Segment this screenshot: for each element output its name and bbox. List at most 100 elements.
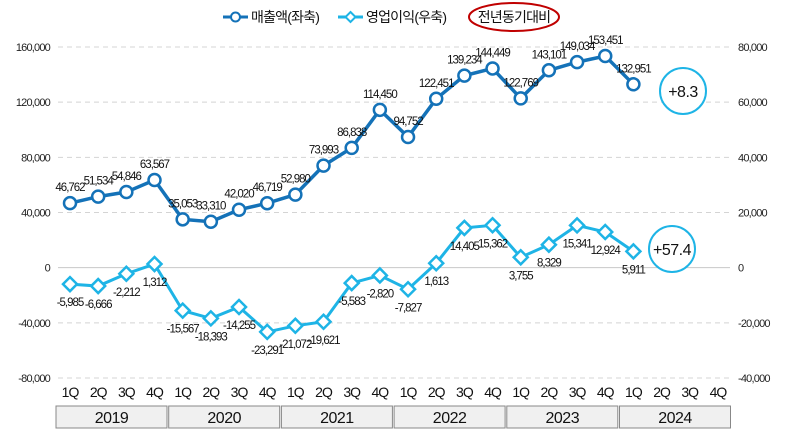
right-axis-tick: -40,000 xyxy=(738,373,770,385)
profit-data-label: -23,291 xyxy=(251,345,284,357)
legend-yoy-ellipse xyxy=(468,2,560,32)
sales-marker xyxy=(90,189,106,204)
profit-marker xyxy=(258,323,276,341)
year-label: 2024 xyxy=(658,410,692,427)
left-axis-tick: -40,000 xyxy=(18,318,50,330)
profit-data-label: -5,583 xyxy=(338,296,365,308)
profit-marker xyxy=(427,254,445,272)
right-axis-tick: 40,000 xyxy=(738,152,768,164)
sales-marker xyxy=(316,158,331,173)
sales-data-label: 46,762 xyxy=(55,182,85,194)
x-tick-label: 2Q xyxy=(541,384,559,400)
year-box xyxy=(506,405,619,429)
profit-marker xyxy=(483,216,502,235)
yoy-circle xyxy=(648,225,696,273)
right-axis-tick: 60,000 xyxy=(738,97,768,109)
profit-data-label: 15,341 xyxy=(562,238,592,250)
sales-marker xyxy=(372,102,388,118)
profit-data-label: -21,072 xyxy=(279,339,312,351)
x-tick-label: 4Q xyxy=(597,384,615,400)
sales-marker xyxy=(513,91,528,106)
sales-data-label: 143,101 xyxy=(532,49,567,61)
x-tick-label: 2Q xyxy=(653,384,671,400)
year-label: 2023 xyxy=(546,410,580,427)
legend-sales-marker-icon xyxy=(230,11,241,23)
x-tick-label: 1Q xyxy=(625,384,643,400)
sales-data-label: 46,719 xyxy=(253,182,283,194)
x-tick-label: 1Q xyxy=(512,384,530,400)
sales-marker xyxy=(597,48,613,64)
profit-data-label: 1,312 xyxy=(143,277,167,289)
x-tick-label: 3Q xyxy=(343,384,361,400)
profit-marker xyxy=(173,301,192,320)
left-axis-tick: 40,000 xyxy=(21,208,51,220)
profit-marker xyxy=(399,280,417,299)
profit-data-label: -2,820 xyxy=(367,288,394,300)
profit-marker xyxy=(371,266,389,285)
profit-data-label: -7,827 xyxy=(395,302,422,314)
x-tick-label: 2Q xyxy=(428,384,446,400)
profit-data-label: -2,212 xyxy=(113,287,140,299)
profit-marker xyxy=(145,255,164,273)
sales-data-label: 122,451 xyxy=(419,78,454,90)
right-axis-tick: 20,000 xyxy=(738,208,768,220)
sales-marker xyxy=(259,195,275,211)
year-box xyxy=(393,405,506,429)
sales-marker xyxy=(626,77,641,92)
sales-marker xyxy=(428,91,444,107)
sales-data-label: 153,451 xyxy=(588,35,623,47)
profit-marker xyxy=(455,219,474,237)
profit-marker xyxy=(511,248,530,267)
x-tick-label: 4Q xyxy=(710,384,728,400)
sales-data-label: 139,234 xyxy=(447,55,483,67)
profit-marker xyxy=(342,274,361,292)
sales-marker xyxy=(62,195,78,211)
left-axis-tick: 0 xyxy=(45,263,51,275)
year-box xyxy=(280,405,393,429)
profit-data-label: -5,985 xyxy=(57,297,84,309)
profit-marker xyxy=(117,265,136,283)
profit-marker xyxy=(89,277,107,295)
year-box xyxy=(619,405,731,429)
yoy-value: +8.3 xyxy=(668,84,698,101)
sales-data-label: 94,752 xyxy=(393,116,423,128)
x-tick-label: 1Q xyxy=(174,384,192,400)
x-tick-label: 3Q xyxy=(231,384,249,400)
sales-marker xyxy=(175,212,190,227)
sales-data-label: 42,020 xyxy=(224,189,254,201)
right-axis-tick: 0 xyxy=(738,263,744,275)
x-tick-label: 2Q xyxy=(315,384,333,400)
year-label: 2022 xyxy=(433,410,467,427)
sales-marker xyxy=(344,140,359,156)
x-tick-label: 4Q xyxy=(372,384,390,400)
x-tick-label: 1Q xyxy=(400,384,418,400)
right-axis-tick: -20,000 xyxy=(738,318,770,330)
x-tick-label: 1Q xyxy=(62,384,80,400)
sales-data-label: 51,534 xyxy=(84,176,115,188)
x-tick-label: 1Q xyxy=(287,384,305,400)
sales-marker xyxy=(457,68,472,83)
sales-data-label: 132,951 xyxy=(616,63,651,75)
sales-marker xyxy=(119,184,134,200)
legend-yoy-label: 전년동기대비 xyxy=(478,9,550,25)
profit-data-label: 5,911 xyxy=(622,264,646,276)
yoy-value: +57.4 xyxy=(653,242,692,259)
sales-marker xyxy=(231,202,247,217)
profit-data-label: -15,567 xyxy=(167,324,200,336)
profit-data-label: -6,666 xyxy=(85,299,112,311)
profit-data-label: -19,621 xyxy=(308,335,341,347)
x-tick-label: 3Q xyxy=(569,384,587,400)
profit-data-label: 1,613 xyxy=(424,276,448,288)
profit-data-label: 8,329 xyxy=(537,258,561,270)
sales-data-label: 144,449 xyxy=(475,47,510,59)
left-axis-tick: 120,000 xyxy=(16,97,51,109)
yoy-circle xyxy=(659,67,707,115)
legend-sales-label: 매출액(좌축) xyxy=(251,9,319,25)
x-tick-label: 4Q xyxy=(484,384,502,400)
x-tick-label: 3Q xyxy=(681,384,699,400)
sales-data-label: 33,310 xyxy=(196,201,226,213)
sales-marker xyxy=(203,214,219,229)
year-box xyxy=(55,405,168,429)
x-tick-label: 2Q xyxy=(203,384,221,400)
